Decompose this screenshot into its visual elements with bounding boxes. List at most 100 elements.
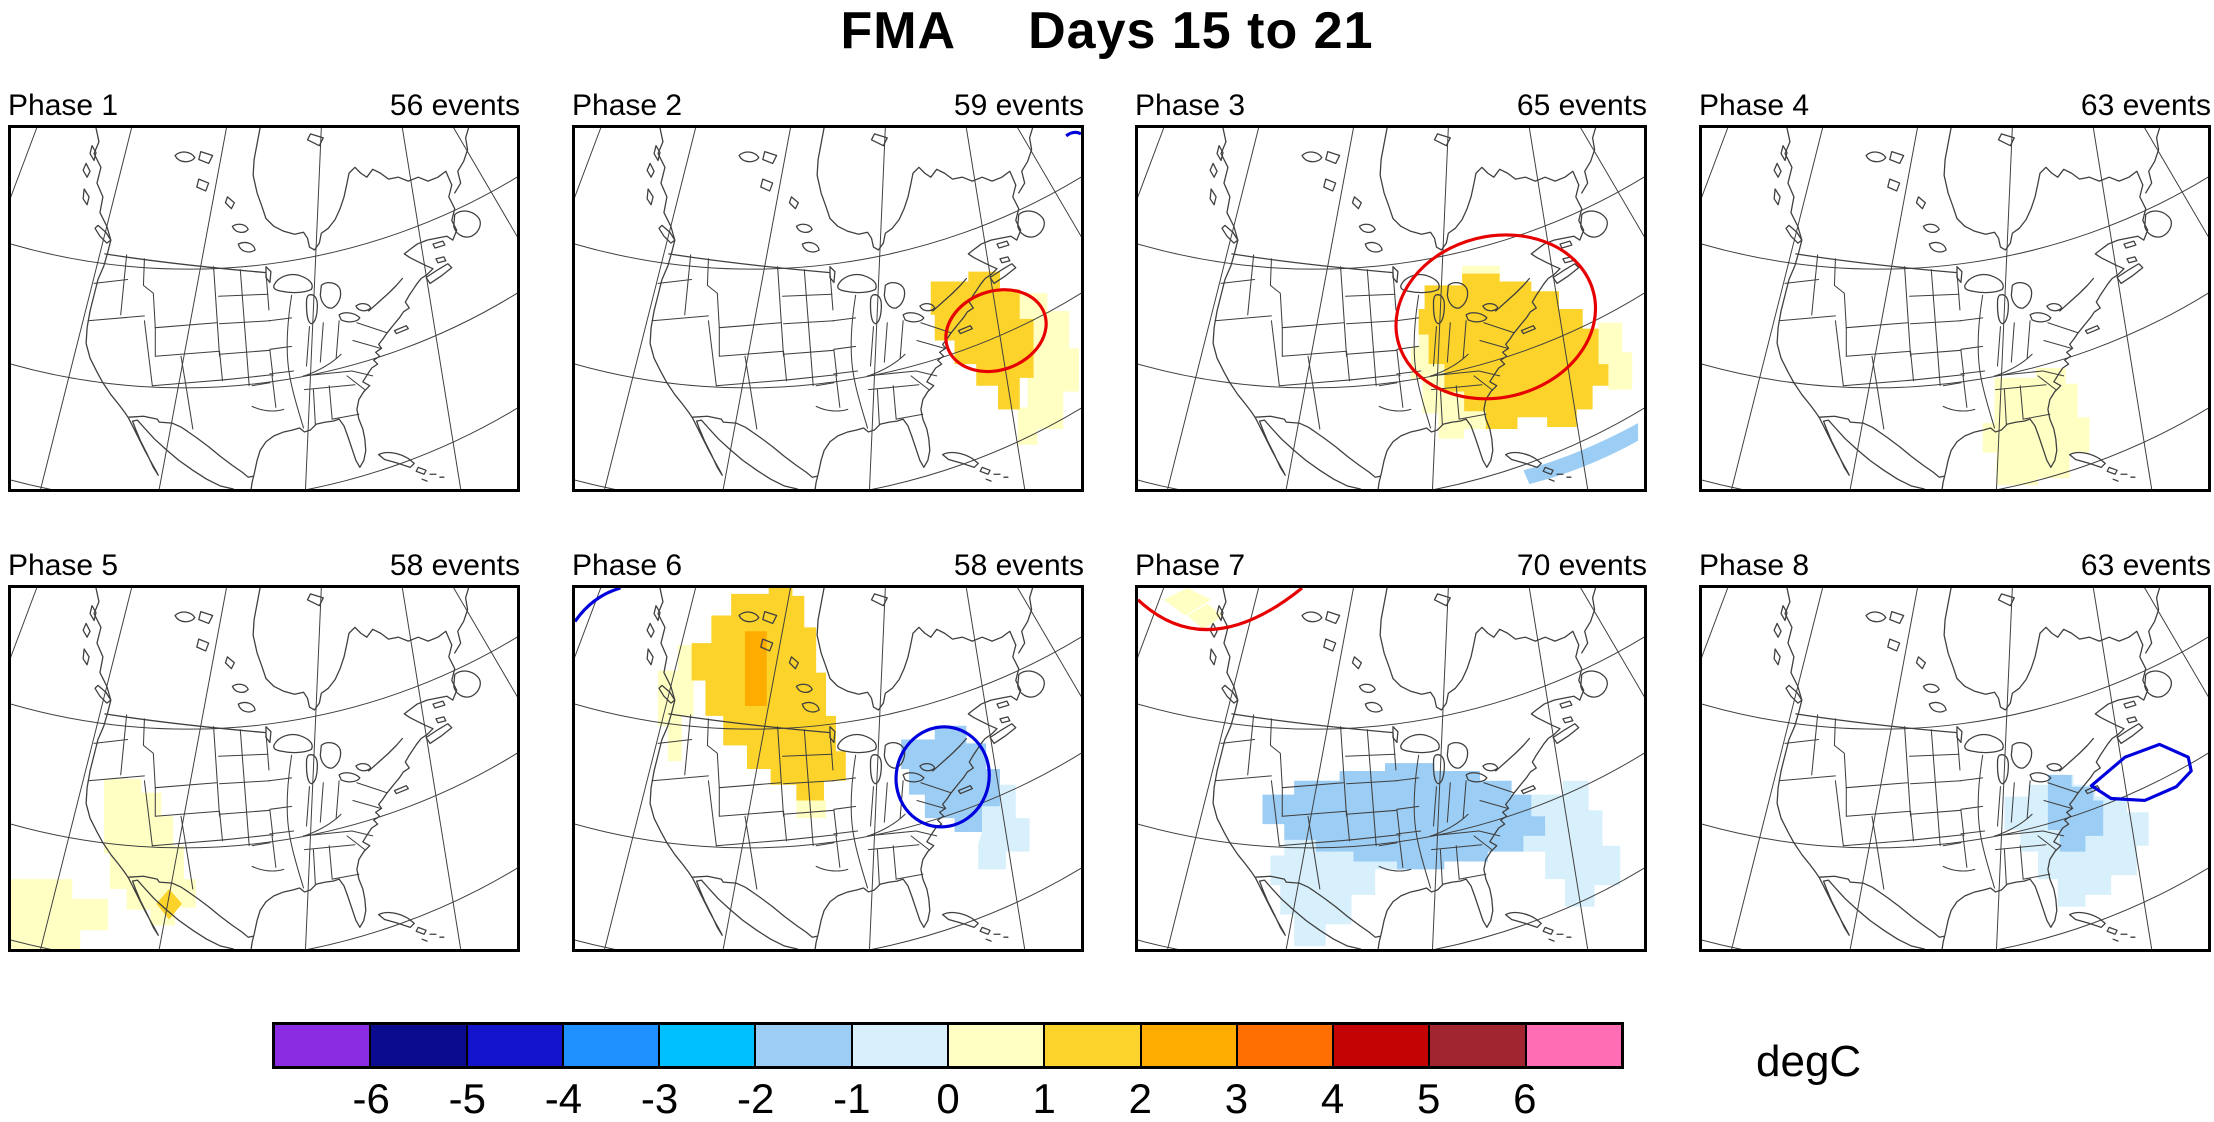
panel-8-anomaly-map (1702, 588, 2208, 949)
panel-3-anomaly-map (1138, 128, 1644, 489)
panel-8-map (1699, 585, 2211, 952)
figure-title-range: Days 15 to 21 (1028, 2, 1374, 60)
warm-anomaly-0to1-fill (1410, 334, 1486, 439)
contour-fragment-negative (575, 588, 621, 623)
colorbar-cell-3 (465, 1025, 562, 1066)
cool-anomaly-0to1-fill (1523, 780, 1621, 907)
panel-4-anomaly-map (1702, 128, 2208, 489)
panel-7-events: 70 events (1516, 549, 1647, 582)
colorbar-tick-label: -1 (833, 1075, 871, 1122)
colorbar-tick-label: 1 (1032, 1075, 1056, 1122)
colorbar-tick-label: -2 (737, 1075, 775, 1122)
colorbar-tick-label: 4 (1320, 1075, 1345, 1122)
warm-anomaly-0to1-fill (1462, 265, 1500, 274)
colorbar-cell-7 (850, 1025, 947, 1066)
significance-contour-negative (894, 725, 991, 829)
colorbar-cell-8 (946, 1025, 1044, 1066)
cool-anomaly-streak-fill (1523, 423, 1639, 485)
colorbar-units-label: degC (1756, 1037, 1862, 1086)
colorbar-cell-2 (369, 1025, 466, 1066)
panel-phase-8: Phase 8 63 events (1699, 546, 2211, 952)
panel-phase-1: Phase 1 56 events (8, 86, 520, 492)
panel-phase-6: Phase 6 58 events (572, 546, 1084, 952)
warm-anomaly-0to1-fill (11, 879, 108, 949)
panel-5-map (8, 585, 520, 952)
panel-6-label: Phase 6 (572, 549, 683, 582)
colorbar-cell-4 (561, 1025, 659, 1066)
panel-8-header: Phase 8 63 events (1699, 546, 2211, 585)
panel-5-header: Phase 5 58 events (8, 546, 520, 585)
panel-2-map (572, 125, 1084, 492)
colorbar-tick-label: 6 (1513, 1075, 1537, 1122)
panel-3-label: Phase 3 (1135, 89, 1246, 122)
colorbar-cell-1 (275, 1025, 370, 1066)
figure-title: FMA Days 15 to 21 (0, 0, 2214, 62)
colorbar-cell-6 (754, 1025, 851, 1066)
warm-anomaly-1to2-fill (156, 888, 182, 920)
colorbar-tick-label: 2 (1128, 1075, 1152, 1122)
contour-fragment-negative (1065, 130, 1081, 138)
panel-1-basemap (11, 128, 517, 489)
panel-phase-5: Phase 5 58 events (8, 546, 520, 952)
panel-4-events: 63 events (2080, 89, 2211, 122)
colorbar-cell-12 (1332, 1025, 1429, 1066)
panel-1-header: Phase 1 56 events (8, 86, 520, 125)
colorbar-tick-label: 3 (1224, 1075, 1249, 1122)
panel-4-header: Phase 4 63 events (1699, 86, 2211, 125)
panel-2-anomaly-map (575, 128, 1081, 489)
panel-5-events: 58 events (389, 549, 520, 582)
warm-anomaly-0to1-fill (1982, 368, 2090, 486)
warm-anomaly-0to1-fill (103, 778, 196, 926)
panel-7-map (1135, 585, 1647, 952)
panel-phase-3: Phase 3 65 events (1135, 86, 1647, 492)
significance-contour-positive (1138, 588, 1304, 632)
significance-contour-positive (1394, 233, 1598, 401)
colorbar-tick-label: -4 (544, 1075, 583, 1122)
warm-anomaly-1to2-fill (691, 588, 846, 801)
warm-anomaly-0to1-fill (1187, 603, 1223, 630)
warm-anomaly-0to1-fill (796, 800, 827, 819)
colorbar-cell-10 (1139, 1025, 1236, 1066)
cool-anomaly-1to2-fill (2047, 774, 2104, 852)
panel-2-events: 59 events (953, 89, 1084, 122)
panel-7-label: Phase 7 (1135, 549, 1246, 582)
panel-1-label: Phase 1 (8, 89, 119, 122)
colorbar-cell-14 (1524, 1025, 1621, 1066)
panel-7-header: Phase 7 70 events (1135, 546, 1647, 585)
panel-4-map (1699, 125, 2211, 492)
colorbar-tick-label: -3 (640, 1075, 679, 1122)
panel-6-events: 58 events (953, 549, 1084, 582)
warm-anomaly-0to1-fill (1598, 322, 1633, 390)
panel-8-label: Phase 8 (1699, 549, 1810, 582)
panel-2-label: Phase 2 (572, 89, 683, 122)
colorbar-cell-5 (658, 1025, 755, 1066)
colorbar-cell-13 (1428, 1025, 1525, 1066)
panel-7-anomaly-map (1138, 588, 1644, 949)
panel-3-map (1135, 125, 1647, 492)
warm-anomaly-1to2-fill (1418, 273, 1609, 429)
colorbar (272, 1022, 1624, 1069)
panel-5-anomaly-map (11, 588, 517, 949)
colorbar-container (272, 1022, 1624, 1069)
colorbar-tick-label: 0 (936, 1075, 960, 1122)
panel-5-label: Phase 5 (8, 549, 119, 582)
figure-title-season: FMA (840, 2, 957, 60)
panel-1-events: 56 events (389, 89, 520, 122)
colorbar-tick-label: 5 (1417, 1075, 1441, 1122)
colorbar-tick-label: -5 (448, 1075, 486, 1122)
panel-phase-2: Phase 2 59 events (572, 86, 1084, 492)
colorbar-cell-11 (1235, 1025, 1333, 1066)
panel-2-header: Phase 2 59 events (572, 86, 1084, 125)
panel-3-events: 65 events (1516, 89, 1647, 122)
panel-6-anomaly-map (575, 588, 1081, 949)
colorbar-tick-label: -6 (352, 1075, 390, 1122)
warm-anomaly-0to1-fill (1163, 588, 1212, 616)
panel-6-header: Phase 6 58 events (572, 546, 1084, 585)
significance-contour-positive (944, 288, 1048, 374)
panel-8-events: 63 events (2080, 549, 2211, 582)
panel-4-label: Phase 4 (1699, 89, 1810, 122)
cool-anomaly-1to2-fill (1262, 763, 1546, 870)
panel-1-map (8, 125, 520, 492)
panel-6-map (572, 585, 1084, 952)
warm-anomaly-1to2-fill (930, 271, 1034, 410)
